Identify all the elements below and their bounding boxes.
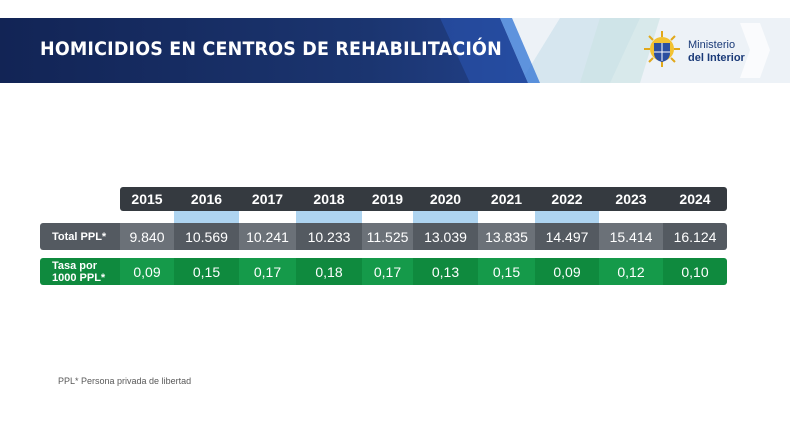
tasa-cell-2018: 0,18 bbox=[296, 258, 362, 285]
year-header-2019: 2019 bbox=[362, 187, 413, 211]
year-header-2021: 2021 bbox=[478, 187, 535, 211]
page-title: HOMICIDIOS EN CENTROS DE REHABILITACIÓN bbox=[40, 38, 502, 60]
tasa-label: Tasa por 1000 PPL* bbox=[40, 258, 120, 285]
year-header-2015: 2015 bbox=[120, 187, 174, 211]
year-header-2020: 2020 bbox=[413, 187, 478, 211]
total-ppl-cell-2022: 14.497 bbox=[535, 223, 599, 250]
logo-text-del-interior: del Interior bbox=[688, 52, 745, 64]
tasa-cell-2017: 0,17 bbox=[239, 258, 296, 285]
tasa-cell-2022: 0,09 bbox=[535, 258, 599, 285]
total-ppl-label: Total PPL* bbox=[40, 223, 120, 250]
total-ppl-cell-2018: 10.233 bbox=[296, 223, 362, 250]
total-ppl-cell-2017: 10.241 bbox=[239, 223, 296, 250]
uruguay-seal-icon bbox=[644, 31, 680, 67]
year-header-2017: 2017 bbox=[239, 187, 296, 211]
tasa-cell-2019: 0,17 bbox=[362, 258, 413, 285]
tasa-cell-2024: 0,10 bbox=[663, 258, 727, 285]
total-ppl-cell-2019: 11.525 bbox=[362, 223, 413, 250]
year-header-2018: 2018 bbox=[296, 187, 362, 211]
tasa-cell-2021: 0,15 bbox=[478, 258, 535, 285]
header-banner: HOMICIDIOS EN CENTROS DE REHABILITACIÓN … bbox=[0, 18, 790, 83]
tasa-label-line2: 1000 PPL* bbox=[52, 271, 106, 284]
tasa-cell-2023: 0,12 bbox=[599, 258, 663, 285]
year-header-2024: 2024 bbox=[663, 187, 727, 211]
column-highlight bbox=[174, 211, 239, 223]
total-ppl-cell-2023: 15.414 bbox=[599, 223, 663, 250]
total-ppl-cell-2021: 13.835 bbox=[478, 223, 535, 250]
total-ppl-cell-2015: 9.840 bbox=[120, 223, 174, 250]
year-header-2022: 2022 bbox=[535, 187, 599, 211]
tasa-cell-2020: 0,13 bbox=[413, 258, 478, 285]
total-ppl-cell-2024: 16.124 bbox=[663, 223, 727, 250]
column-highlight bbox=[535, 211, 599, 223]
year-header-2016: 2016 bbox=[174, 187, 239, 211]
column-highlight bbox=[413, 211, 478, 223]
footnote: PPL* Persona privada de libertad bbox=[58, 376, 192, 386]
tasa-label-line1: Tasa por bbox=[52, 259, 98, 272]
column-highlight bbox=[296, 211, 362, 223]
total-ppl-cell-2016: 10.569 bbox=[174, 223, 239, 250]
tasa-cell-2016: 0,15 bbox=[174, 258, 239, 285]
ministerio-logo: Ministerio del Interior bbox=[640, 28, 780, 74]
total-ppl-cell-2020: 13.039 bbox=[413, 223, 478, 250]
year-header-2023: 2023 bbox=[599, 187, 663, 211]
tasa-cell-2015: 0,09 bbox=[120, 258, 174, 285]
logo-text-ministerio: Ministerio bbox=[688, 39, 736, 51]
